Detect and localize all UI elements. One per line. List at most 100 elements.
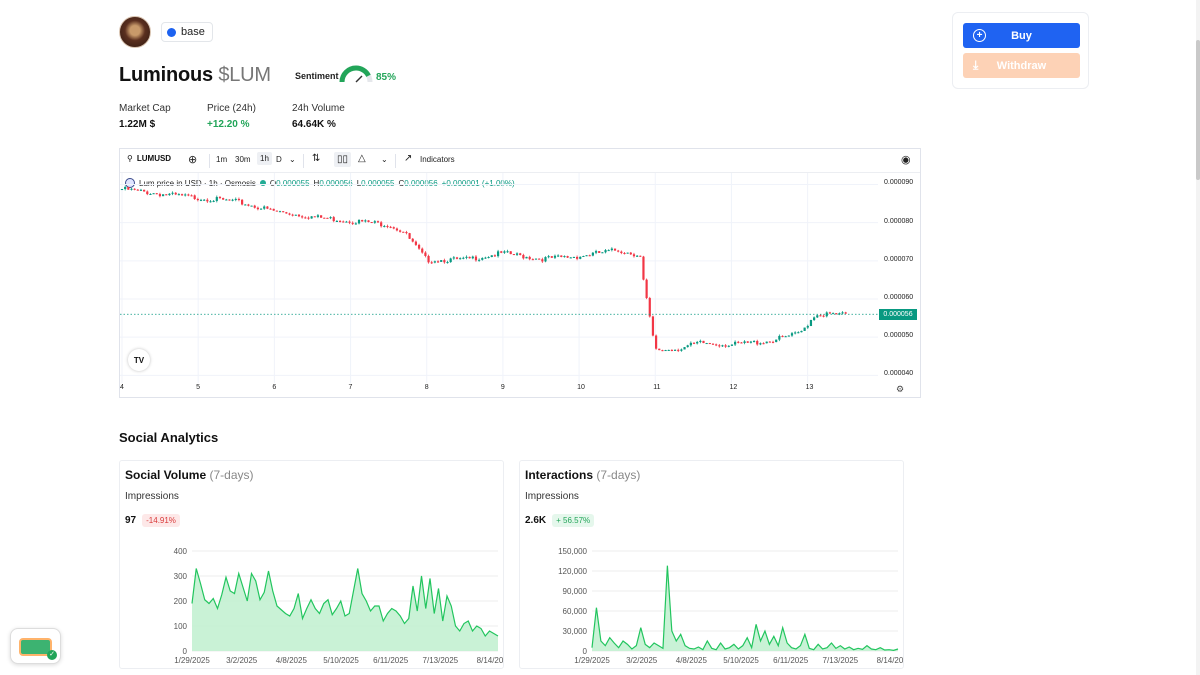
candle-body — [269, 208, 272, 210]
candle-body — [474, 256, 478, 261]
symbol-label: LUMUSD — [136, 154, 172, 163]
candle-body — [604, 250, 607, 253]
candle-body — [825, 312, 828, 317]
candle-body — [493, 255, 497, 257]
candle-body — [285, 212, 288, 214]
area-chart-icon[interactable]: △ — [358, 153, 366, 164]
candle-body — [361, 219, 364, 222]
candle-body — [256, 207, 259, 210]
candle-body — [307, 217, 310, 219]
candle-body — [313, 216, 316, 218]
candle-body — [411, 238, 414, 242]
y-tick-label: 100 — [174, 622, 188, 631]
candle-body — [740, 342, 743, 344]
candle-body — [320, 215, 323, 218]
candle-body — [373, 221, 376, 223]
interval-dropdown-icon[interactable]: ⌄ — [289, 155, 296, 164]
candle-body — [765, 341, 768, 344]
scrollbar-thumb[interactable] — [1196, 40, 1200, 180]
x-tick-label: 1/29/2025 — [174, 656, 210, 665]
interval-1h[interactable]: 1h — [257, 152, 272, 165]
candle-body — [272, 208, 275, 211]
candle-body — [515, 253, 519, 255]
candle-body — [506, 251, 509, 253]
candle-body — [838, 313, 841, 315]
candle-body — [237, 198, 241, 200]
candle-body — [677, 349, 680, 351]
candle-body — [161, 194, 165, 197]
x-tick-label: 4/8/2025 — [276, 656, 308, 665]
social-volume-chart[interactable]: 400 300 200 100 01/29/2025 3/2/2025 4/8/2025 5/… — [120, 541, 505, 669]
interactions-chart[interactable]: 150,000 120,000 90,000 60,000 30,000 01/29/20… — [520, 541, 905, 669]
withdraw-button[interactable]: ⤓ Withdraw — [963, 53, 1080, 78]
candle-body — [588, 255, 591, 257]
candle-body — [259, 208, 263, 210]
candle-body — [816, 315, 819, 318]
candle-body — [127, 186, 130, 190]
candles-icon[interactable]: ▯▯ — [334, 152, 352, 167]
candle-body — [152, 193, 155, 195]
candle-body — [566, 256, 569, 258]
sentiment-gauge — [339, 65, 373, 83]
candle-body — [395, 228, 399, 231]
x-tick-label: 4 — [120, 384, 124, 391]
candle-body — [730, 344, 734, 346]
x-tick-label: 5/10/2025 — [323, 656, 359, 665]
interval-d[interactable]: D — [276, 155, 282, 164]
sentiment-label: Sentiment — [295, 71, 339, 81]
camera-icon[interactable]: ◉ — [901, 154, 911, 166]
scrollbar[interactable] — [1196, 0, 1200, 675]
candle-body — [465, 256, 468, 258]
candle-body — [601, 252, 604, 254]
candle-body — [250, 205, 253, 207]
candle-body — [512, 254, 515, 256]
y-tick-label: 0.000070 — [884, 255, 914, 263]
candle-body — [218, 197, 222, 199]
candle-body — [610, 248, 613, 251]
candle-body — [222, 198, 225, 200]
candle-body — [215, 197, 218, 201]
candle-body — [525, 256, 528, 259]
candle-body — [598, 251, 601, 253]
legend-title: Lum price in USD · 1h · Osmosis — [139, 178, 256, 188]
interval-1m[interactable]: 1m — [216, 155, 228, 164]
candle-body — [550, 256, 553, 258]
candle-body — [212, 200, 215, 202]
card-metric: Impressions — [525, 491, 579, 502]
add-symbol-icon[interactable]: ⊕ — [188, 154, 198, 166]
y-tick-label: 0 — [583, 647, 588, 656]
candle-body — [645, 279, 648, 299]
candle-body — [800, 330, 803, 333]
x-tick-label: 6 — [272, 384, 277, 391]
interval-30m[interactable]: 30m — [235, 155, 251, 164]
candle-body — [775, 339, 778, 343]
x-tick-label: 3/2/2025 — [626, 656, 658, 665]
buy-button[interactable]: + Buy — [963, 23, 1080, 48]
chart-settings-icon[interactable]: ⚙ — [896, 384, 905, 394]
candle-body — [297, 214, 301, 217]
trade-panel: + Buy ⤓ Withdraw — [952, 12, 1089, 89]
price-chart[interactable]: ⚲ LUMUSD ⊕ 1m 30m 1h D ⌄ ⇅ ▯▯ △ ⌄ ↗ Indi… — [119, 148, 921, 398]
chart-type-dropdown-icon[interactable]: ⌄ — [381, 155, 388, 164]
chain-badge[interactable]: base — [161, 22, 213, 42]
candle-body — [557, 255, 560, 257]
legend-change: +0.000001 (+1.00%) — [441, 178, 515, 188]
area-fill — [192, 568, 498, 651]
candle-body — [329, 217, 332, 219]
x-tick-label: 7/13/2025 — [423, 656, 459, 665]
x-tick-label: 11 — [653, 384, 661, 391]
compare-icon[interactable]: ⇅ — [312, 153, 321, 164]
tradingview-logo[interactable]: TV — [128, 349, 150, 371]
price-plot[interactable] — [120, 173, 920, 383]
live-status-icon — [259, 180, 266, 186]
x-tick-label: 1/29/2025 — [574, 656, 610, 665]
indicators-icon[interactable]: ↗ — [404, 153, 413, 164]
candle-body — [756, 340, 759, 345]
candle-body — [639, 255, 642, 257]
candle-body — [721, 345, 724, 347]
candle-body — [724, 345, 727, 347]
symbol-search[interactable]: ⚲ LUMUSD — [127, 154, 171, 163]
wallet-widget[interactable]: ✓ — [10, 628, 61, 664]
candle-body — [705, 343, 708, 345]
indicators-button[interactable]: Indicators — [420, 155, 455, 164]
